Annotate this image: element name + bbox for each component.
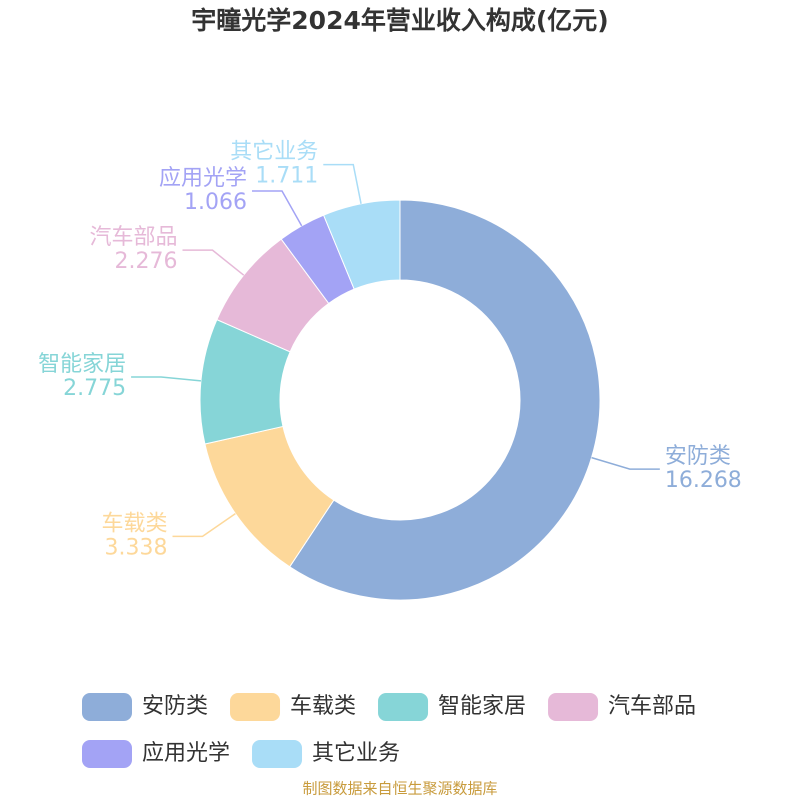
slice: [322, 199, 401, 290]
slice-value: 2.276: [115, 249, 178, 274]
slice-label: 车载类: [101, 511, 167, 536]
slice-label: 其它业务: [230, 140, 318, 165]
slice-value: 3.338: [105, 535, 168, 560]
slice-value: 2.775: [63, 376, 126, 401]
slice-label: 应用光学: [159, 166, 247, 191]
leader-line: [323, 163, 362, 204]
legend-swatch: [252, 740, 303, 768]
source-note: 制图数据来自恒生聚源数据库: [302, 780, 497, 798]
legend-label: 智能家居: [438, 694, 526, 719]
slice-value: 16.268: [665, 468, 742, 493]
legend-swatch: [230, 693, 281, 721]
leader-line: [131, 376, 201, 382]
legend-swatch: [378, 693, 429, 721]
legend-label: 安防类: [142, 694, 208, 719]
leader-line: [252, 190, 303, 227]
leader-line: [172, 513, 236, 538]
slice: [288, 199, 601, 601]
slice-label: 安防类: [665, 444, 731, 469]
chart-title: 宇瞳光学2024年营业收入构成(亿元): [191, 6, 608, 35]
slice-value: 1.711: [255, 164, 318, 189]
legend-swatch: [548, 693, 599, 721]
slice-label: 智能家居: [38, 352, 126, 377]
legend-swatch: [82, 740, 132, 768]
slice-value: 1.066: [184, 190, 247, 215]
legend-label: 其它业务: [312, 741, 400, 766]
leader-line: [182, 249, 245, 276]
legend-label: 汽车部品: [608, 694, 696, 719]
slice-label: 汽车部品: [89, 225, 177, 250]
leader-line: [591, 456, 660, 470]
legend-label: 应用光学: [142, 741, 230, 766]
legend-swatch: [82, 693, 132, 721]
legend-label: 车载类: [290, 694, 356, 719]
